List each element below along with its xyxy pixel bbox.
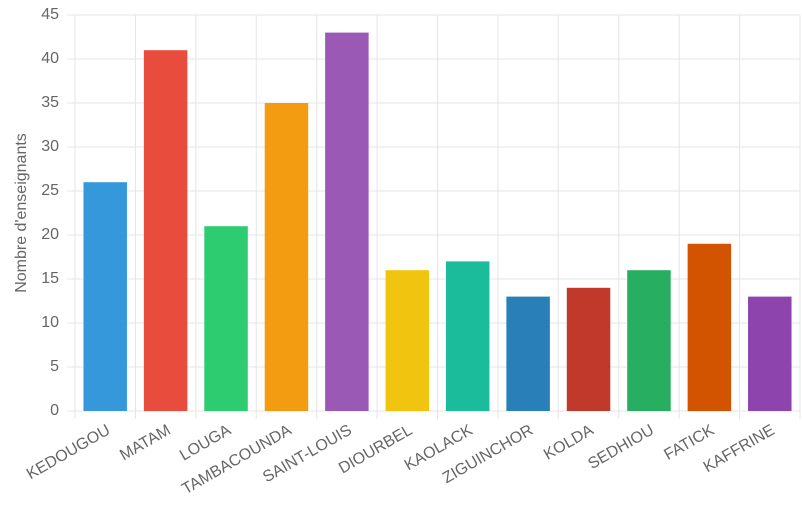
bar <box>83 182 127 411</box>
y-tick-label: 25 <box>41 182 59 199</box>
y-tick-label: 0 <box>50 402 59 419</box>
y-tick-label: 40 <box>41 50 59 67</box>
bar <box>143 50 188 411</box>
y-tick-label: 5 <box>50 358 59 375</box>
x-tick-label: TAMBACOUNDA <box>179 422 295 499</box>
y-tick-label: 20 <box>41 226 59 243</box>
bar <box>506 296 550 411</box>
bar <box>385 270 430 411</box>
y-tick-label: 10 <box>41 314 59 331</box>
x-tick-label: MATAM <box>117 422 173 464</box>
y-tick-label: 45 <box>41 6 59 23</box>
bar <box>627 270 671 411</box>
bar <box>445 261 490 411</box>
y-tick-label: 35 <box>41 94 59 111</box>
bar <box>325 32 369 411</box>
bar <box>204 226 248 411</box>
y-tick-label: 30 <box>41 138 59 155</box>
bar <box>687 243 732 411</box>
y-tick-label: 15 <box>41 270 59 287</box>
bar <box>264 103 309 411</box>
bar <box>748 296 792 411</box>
y-axis-label: Nombre d'enseignants <box>13 133 30 293</box>
x-tick-label: KEDOUGOU <box>24 422 113 483</box>
x-tick-label: SEDHIOU <box>585 422 657 473</box>
bar <box>566 287 611 411</box>
